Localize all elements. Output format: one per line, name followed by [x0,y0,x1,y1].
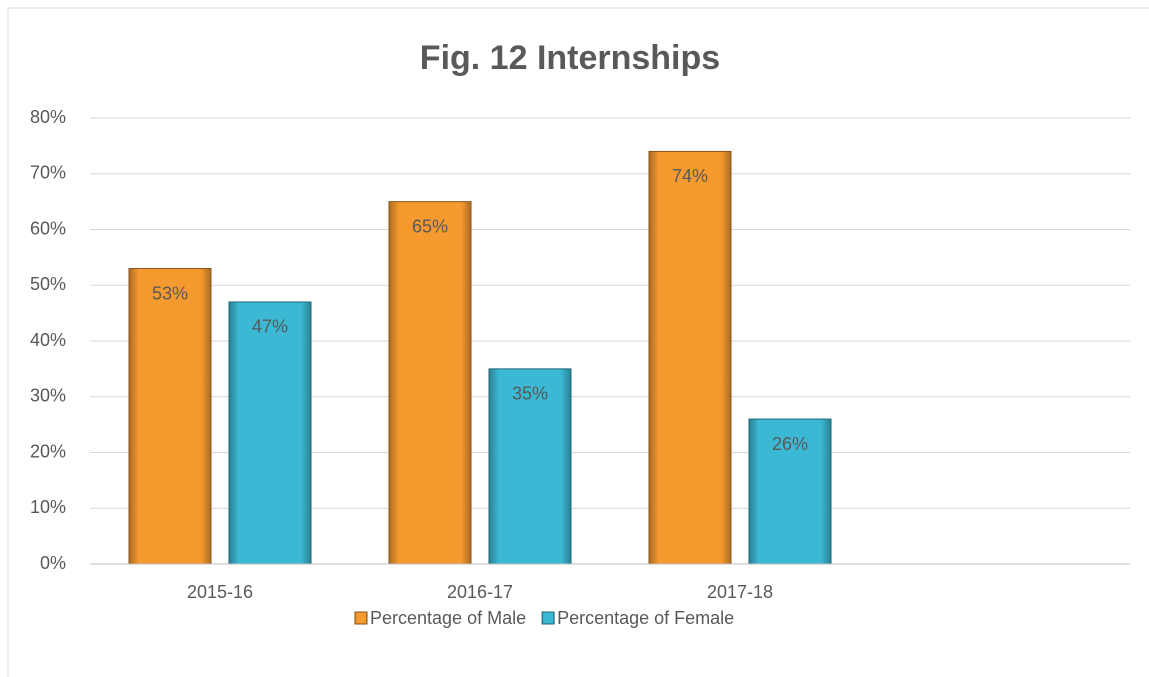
bar [648,150,732,565]
bar [128,268,212,565]
bar [748,418,832,565]
chart-frame [7,7,1149,677]
y-tick-label: 10% [30,497,66,517]
data-label: 53% [152,283,188,303]
legend-label: Percentage of Female [557,608,734,628]
y-tick-label: 70% [30,163,66,183]
bar [388,201,472,565]
y-tick-label: 50% [30,274,66,294]
data-label: 35% [512,384,548,404]
x-tick-label: 2015-16 [187,582,253,602]
data-label: 65% [412,216,448,236]
data-label: 26% [772,434,808,454]
data-label: 74% [672,166,708,186]
legend-label: Percentage of Male [370,608,526,628]
y-tick-label: 80% [30,107,66,127]
legend-swatch [354,611,368,625]
y-tick-label: 0% [40,553,66,573]
y-tick-label: 30% [30,386,66,406]
x-tick-label: 2016-17 [447,582,513,602]
chart-title: Fig. 12 Internships [420,39,720,77]
y-tick-label: 60% [30,218,66,238]
data-label: 47% [252,317,288,337]
legend-swatch [541,611,555,625]
y-tick-label: 40% [30,330,66,350]
bar [228,301,312,565]
x-tick-label: 2017-18 [707,582,773,602]
y-tick-label: 20% [30,441,66,461]
